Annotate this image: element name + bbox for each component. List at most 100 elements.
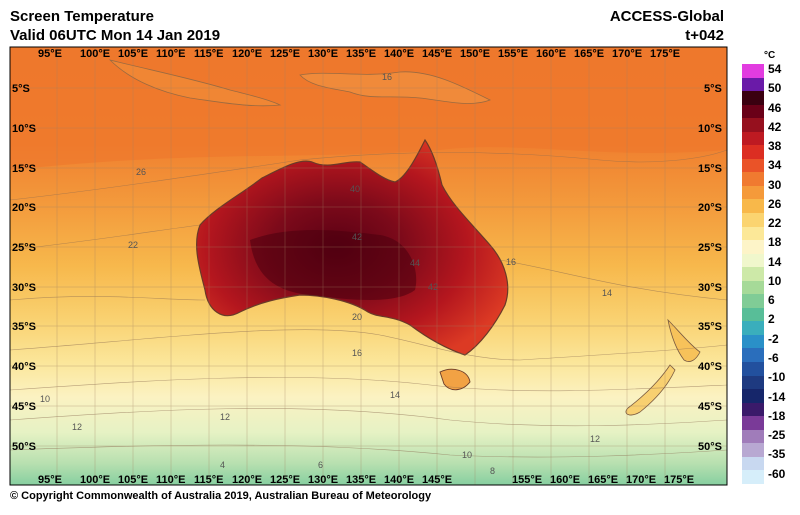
lat-label: 5°S [704,83,722,95]
lat-label: 35°S [12,321,36,333]
lon-label: 105°E [118,474,148,486]
color-scale-label: 54 [768,62,782,76]
color-swatch [742,456,764,471]
lat-label: 40°S [698,361,722,373]
lat-label: 25°S [12,242,36,254]
color-swatch [742,77,764,92]
lat-label: 15°S [12,163,36,175]
contour-label: 44 [410,258,420,268]
color-scale-label: 34 [768,158,782,173]
color-swatch [742,470,764,484]
contour-label: 16 [382,72,392,82]
copyright-notice: © Copyright Commonwealth of Australia 20… [10,490,432,502]
lon-label: 175°E [664,474,694,486]
color-swatch [742,91,764,105]
color-swatch [742,104,764,119]
color-swatch [742,294,764,308]
color-swatch [742,402,764,417]
color-scale-label: -6 [768,350,779,365]
color-scale [742,64,764,484]
lat-label: 45°S [698,401,722,413]
color-scale-label: -35 [768,447,786,462]
color-swatch [742,280,764,295]
color-scale-label: 14 [768,254,782,269]
new-guinea [299,71,491,104]
lat-label: 15°S [698,163,722,175]
color-swatch [742,131,764,146]
contour-labels: 16 26 22 10 12 14 12 16 20 16 14 12 10 8… [40,72,612,476]
color-scale-label: -60 [768,466,786,481]
color-swatch [742,416,764,430]
color-swatch [742,307,764,322]
lon-label: 145°E [422,474,452,486]
color-scale-label: -2 [768,331,779,346]
color-scale-label: -10 [768,370,786,385]
valid-time: Valid 06UTC Mon 14 Jan 2019 [10,27,221,44]
lat-labels-left: 5°S 10°S 15°S 20°S 25°S 30°S 35°S 40°S 4… [12,83,36,453]
contour-label: 20 [352,312,362,322]
color-scale-label: 50 [768,81,782,96]
color-swatch [742,321,764,335]
lat-label: 30°S [12,282,36,294]
lon-label: 110°E [156,474,185,486]
legend-unit: °C [764,50,776,61]
lon-labels-top: 95°E 100°E 105°E 110°E 115°E 120°E 125°E… [38,48,680,60]
lon-label: 125°E [270,474,300,486]
tasmania [439,368,471,391]
contour-label: 14 [602,288,612,298]
lon-label: 150°E [460,48,490,60]
color-swatch [742,253,764,268]
color-swatch [742,362,764,376]
lat-label: 25°S [698,242,722,254]
lon-label: 120°E [232,474,262,486]
color-swatch [742,267,764,281]
lon-label: 100°E [80,474,110,486]
lon-label: 175°E [650,48,680,60]
color-swatch [742,158,764,173]
lon-label: 95°E [38,474,62,486]
color-scale-label: 26 [768,196,782,211]
indonesia [108,59,282,107]
color-scale-label: 18 [768,235,782,250]
color-scale-label: 6 [768,293,775,308]
color-swatch [742,334,764,349]
lon-label: 145°E [422,48,452,60]
lon-labels-bottom: 95°E 100°E 105°E 110°E 115°E 120°E 125°E… [38,474,694,486]
lat-label: 40°S [12,361,36,373]
color-swatch [742,213,764,227]
lon-label: 115°E [194,48,223,60]
contour-label: 22 [128,240,138,250]
color-scale-label: -14 [768,389,786,404]
color-swatch [742,375,764,390]
color-swatch [742,118,764,132]
contour-label: 10 [40,394,50,404]
lat-label: 50°S [698,441,722,453]
lat-labels-right: 5°S 10°S 15°S 20°S 25°S 30°S 35°S 40°S 4… [698,83,722,453]
model-name: ACCESS-Global [609,8,724,25]
color-scale-label: 38 [768,139,782,154]
color-swatch [742,443,764,457]
contour-label: 42 [428,282,438,292]
lon-label: 110°E [156,48,185,60]
lat-label: 45°S [12,401,36,413]
color-swatch [742,172,764,186]
lon-label: 160°E [550,474,580,486]
contour-label: 10 [462,450,472,460]
contour-label: 16 [352,348,362,358]
map-title: Screen Temperature [10,8,154,25]
contour-label: 12 [220,412,230,422]
contour-label: 14 [390,390,400,400]
color-swatch [742,226,764,241]
lon-label: 155°E [498,48,528,60]
color-scale-label: 22 [768,216,782,231]
lat-label: 50°S [12,441,36,453]
contour-label: 12 [72,422,82,432]
lat-label: 10°S [698,123,722,135]
lon-label: 160°E [536,48,566,60]
contour-label: 42 [352,232,362,242]
graticule [10,47,727,485]
contour-label: 40 [350,184,360,194]
contour-label: 12 [590,434,600,444]
lon-label: 120°E [232,48,262,60]
